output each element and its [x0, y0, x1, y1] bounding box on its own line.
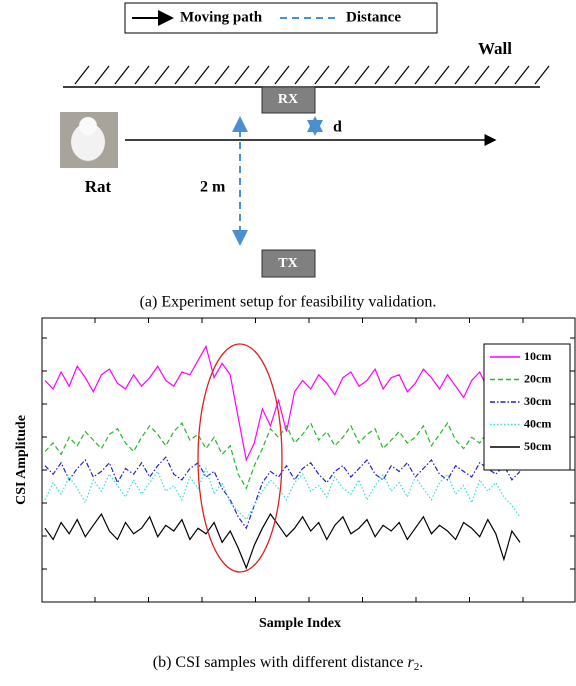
hatch-line [374, 65, 390, 85]
chart-legend: 10cm 20cm 30cm 40cm 50cm [483, 343, 571, 471]
rat-label: Rat [85, 177, 112, 196]
legend-label: 30cm [524, 394, 551, 408]
caption-sub: 2 [414, 661, 420, 673]
hatch-line [274, 65, 290, 85]
caption: (b) CSI samples with different distance … [153, 654, 424, 673]
series-line [44, 421, 521, 490]
hatch-line [494, 65, 510, 85]
hatch-line [94, 65, 110, 85]
hatch-line [454, 65, 470, 85]
tx-box [261, 249, 316, 278]
hatch-line [314, 65, 330, 85]
d-label: d [333, 119, 342, 136]
rat-body [71, 123, 105, 161]
hatch-line [294, 65, 310, 85]
hatch-line [334, 65, 350, 85]
hatch-line [214, 65, 230, 85]
tx-label: TX [278, 256, 297, 271]
legend-label: 20cm [524, 371, 551, 385]
legend-label: 10cm [524, 349, 551, 363]
hatch-line [114, 65, 130, 85]
hatch-line [174, 65, 190, 85]
hatch-line [474, 65, 490, 85]
hatch-line [254, 65, 270, 85]
legend-label: Moving path [180, 9, 263, 25]
wall-hatch [74, 65, 550, 85]
series-line [44, 466, 521, 521]
hatch-line [234, 65, 250, 85]
caption-end: . [419, 654, 423, 671]
rat-head [79, 117, 97, 135]
caption-var: r [408, 654, 415, 671]
hatch-line [354, 65, 370, 85]
legend-label: 40cm [524, 416, 551, 430]
hatch-line [154, 65, 170, 85]
legend-box [483, 343, 571, 471]
y-axis-label: CSI Amplitude [14, 415, 29, 505]
caption: (a) Experiment setup for feasibility val… [140, 294, 437, 311]
hatch-line [534, 65, 550, 85]
wall-label: Wall [478, 39, 512, 58]
hatch-line [74, 65, 90, 85]
rx-box [261, 86, 316, 114]
hatch-line [514, 65, 530, 85]
legend-label: Distance [346, 9, 401, 25]
hatch-line [414, 65, 430, 85]
x-axis-label: Sample Index [259, 616, 341, 631]
plot [42, 318, 575, 602]
hatch-line [194, 65, 210, 85]
hatch-line [394, 65, 410, 85]
series-line [44, 344, 521, 462]
series-line [44, 512, 521, 570]
hatch-line [434, 65, 450, 85]
rx-label: RX [278, 92, 298, 107]
legend-label: 50cm [524, 439, 551, 453]
hatch-line [134, 65, 150, 85]
highlight-ellipse [197, 343, 283, 573]
distance-label: 2 m [200, 179, 226, 196]
caption-text: (b) CSI samples with different distance [153, 654, 408, 671]
